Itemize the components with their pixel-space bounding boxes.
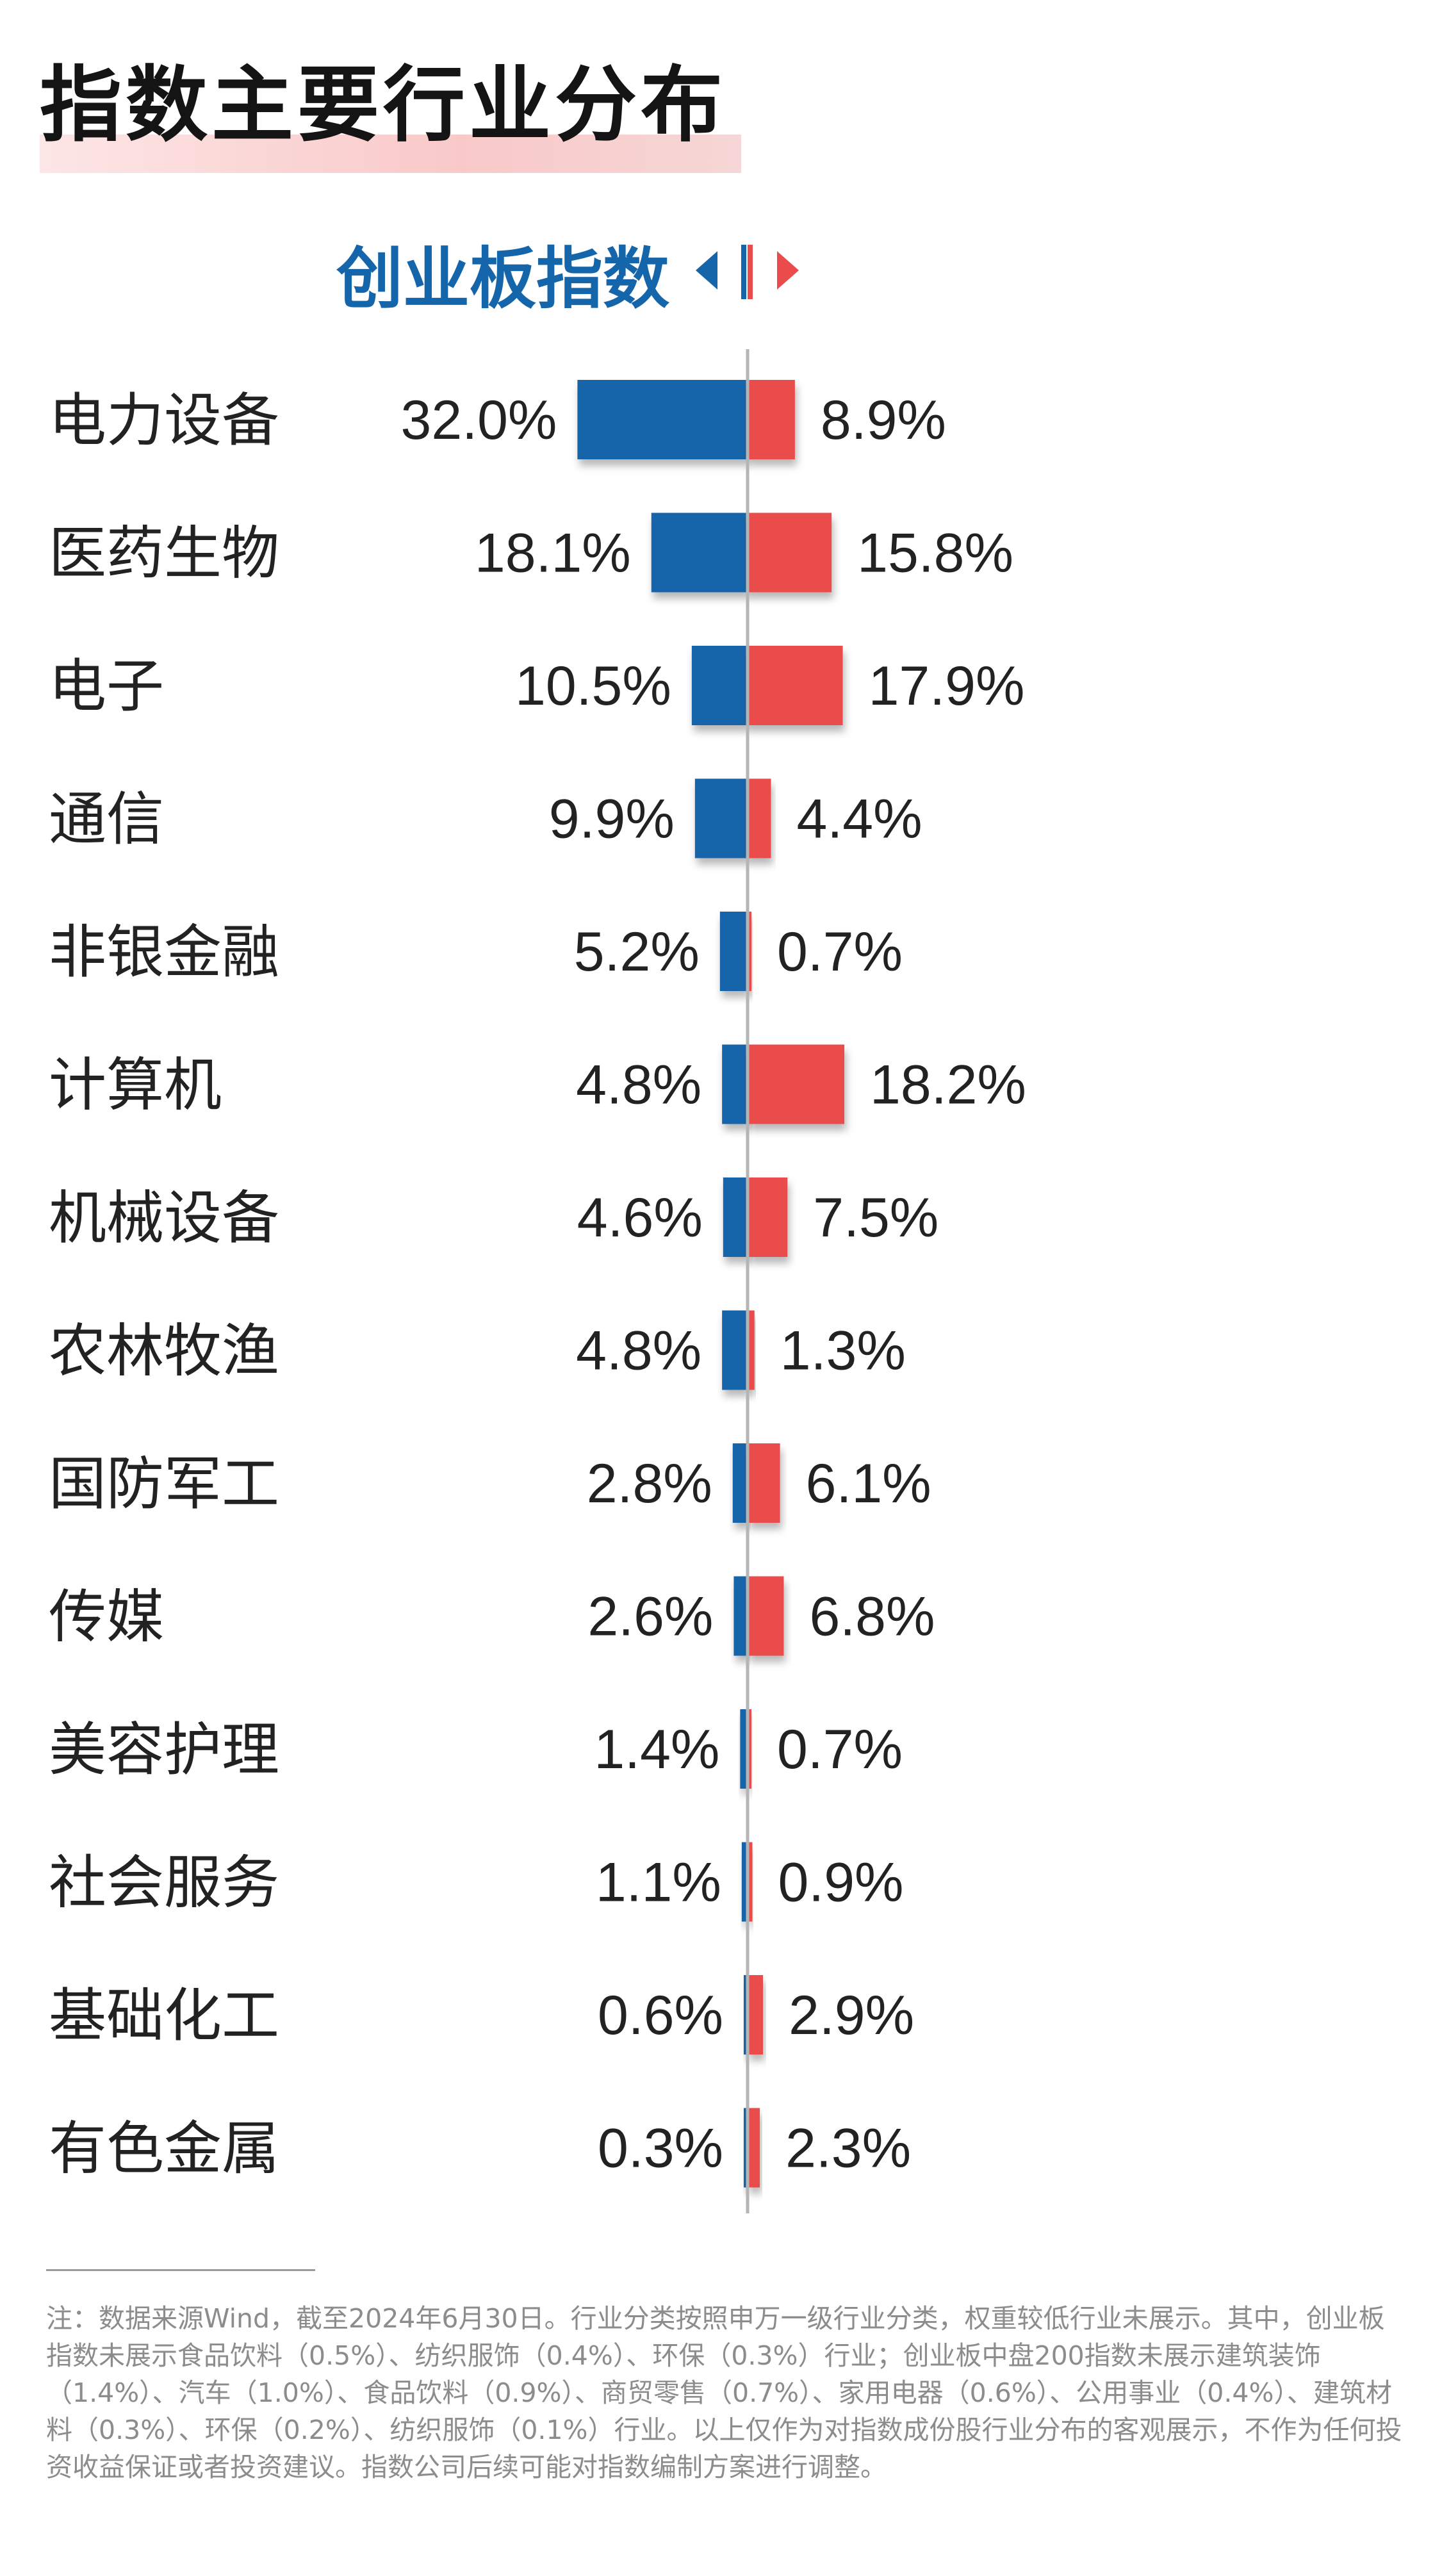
bar-right-10 [748,1709,751,1789]
category-label-12: 基础化工 [49,1982,279,2049]
category-label-9: 传媒 [49,1584,164,1651]
bar-right-13 [748,2108,760,2188]
bar-left-7 [722,1310,748,1390]
category-label-3: 通信 [49,786,164,853]
bar-right-4 [748,912,751,991]
bar-right-8 [748,1443,780,1523]
value-label-right-13: 2.3% [785,2118,911,2179]
bar-right-9 [748,1576,784,1656]
category-label-6: 机械设备 [49,1185,279,1252]
legend-right-arrow-icon [777,251,799,290]
value-label-left-4: 5.2% [574,921,700,983]
bar-right-7 [748,1310,755,1390]
value-label-left-10: 1.4% [594,1719,719,1780]
value-label-right-9: 6.8% [809,1586,935,1648]
value-label-right-3: 4.4% [797,789,922,850]
bar-right-1 [748,513,832,593]
value-label-right-4: 0.7% [777,921,903,983]
bar-left-13 [744,2108,748,2188]
category-label-10: 美容护理 [49,1716,279,1784]
footer-divider [46,2269,315,2271]
bar-right-2 [748,646,843,725]
category-label-5: 计算机 [49,1052,222,1119]
value-label-left-0: 32.0% [401,390,557,451]
bar-left-1 [651,513,748,593]
bar-left-6 [723,1177,748,1257]
footnote: 注：数据来源Wind，截至2024年6月30日。行业分类按照申万一级行业分类，权… [46,2303,1402,2482]
category-label-11: 社会服务 [49,1850,279,1917]
value-label-right-0: 8.9% [821,390,946,451]
bar-left-12 [744,1975,748,2055]
title-block: 指数主要行业分布 [40,51,744,173]
value-label-left-9: 2.6% [587,1586,713,1648]
value-label-right-2: 17.9% [869,655,1025,717]
bar-right-5 [748,1044,845,1124]
value-label-left-12: 0.6% [598,1985,723,2046]
bar-left-3 [694,778,748,858]
category-label-1: 医药生物 [49,520,279,587]
bar-right-6 [748,1177,788,1257]
value-label-right-12: 2.9% [789,1985,914,2046]
category-label-8: 国防军工 [49,1450,279,1518]
bar-left-10 [740,1709,748,1789]
value-label-right-5: 18.2% [870,1054,1026,1116]
value-label-right-10: 0.7% [777,1719,903,1780]
category-label-4: 非银金融 [49,919,279,986]
legend-left-arrow-icon [696,251,717,290]
bar-right-11 [748,1842,753,1922]
bar-left-2 [691,646,748,725]
value-label-right-1: 15.8% [857,523,1013,584]
bar-left-5 [722,1044,748,1124]
bar-chart: 电力设备 32.0% 8.9% 医药生物 18.1% 15.8% 电子 10.5% 17.9% 通… [49,349,1026,2213]
value-label-left-1: 18.1% [475,523,631,584]
value-label-left-2: 10.5% [515,655,671,717]
category-label-2: 电子 [49,653,164,720]
title-highlight-bar [40,135,741,173]
legend-label-left: 创业板指数 [336,240,669,318]
value-label-left-3: 9.9% [549,789,675,850]
category-label-13: 有色金属 [49,2115,279,2183]
category-label-0: 电力设备 [49,387,279,454]
legend-divider-icon [741,245,753,299]
bar-left-11 [741,1842,748,1922]
value-label-left-8: 2.8% [587,1453,712,1514]
value-label-left-7: 4.8% [576,1320,701,1382]
category-label-7: 农林牧渔 [49,1318,279,1385]
value-label-right-11: 0.9% [778,1852,903,1914]
bar-right-12 [748,1975,764,2055]
value-label-right-6: 7.5% [813,1187,938,1249]
bar-left-8 [732,1443,748,1523]
bar-right-0 [748,380,795,459]
value-label-right-8: 6.1% [806,1453,931,1514]
value-label-left-13: 0.3% [598,2118,723,2179]
page-title: 指数主要行业分布 [40,58,727,153]
value-label-left-11: 1.1% [596,1852,721,1914]
value-label-left-6: 4.6% [577,1187,703,1249]
bar-left-0 [577,380,748,459]
bar-right-3 [748,778,771,858]
bar-left-4 [719,912,748,991]
value-label-left-5: 4.8% [576,1054,701,1116]
bar-left-9 [733,1576,748,1656]
value-label-right-7: 1.3% [780,1320,906,1382]
